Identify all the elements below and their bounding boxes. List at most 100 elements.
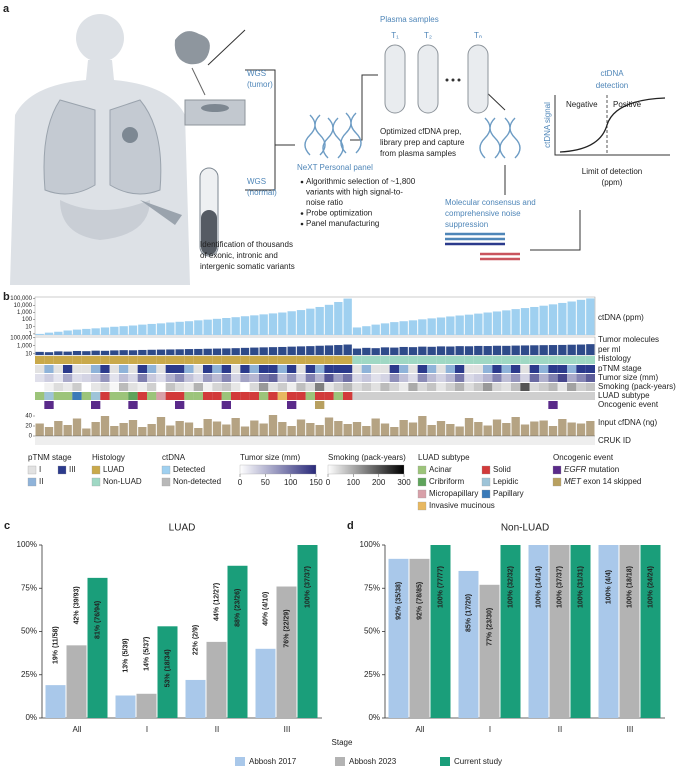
ctdna-bar [502, 310, 511, 335]
smoking-cell [203, 383, 213, 391]
ctdna-legend-swatch [161, 465, 171, 475]
ctdna-bar [63, 330, 72, 335]
oncogenic-cell [287, 401, 297, 409]
ctdna-bar [44, 332, 54, 335]
tumor_size-cell [445, 374, 455, 382]
stage-cell [91, 365, 101, 373]
input_cfdna-bar [558, 419, 567, 436]
tumor_molecules-bar [147, 349, 156, 355]
smoking-cell [324, 383, 334, 391]
smoking-cell [492, 383, 502, 391]
smoking-cell [576, 383, 586, 391]
legend-tick-label: 50 [261, 478, 270, 487]
stage-cell [557, 365, 567, 373]
histology-cell [557, 356, 567, 364]
bar [255, 648, 276, 718]
legend-swatch [235, 757, 245, 766]
tumor_molecules-bar [63, 351, 72, 355]
x-tick-label: III [627, 725, 634, 734]
panel-label: d [347, 520, 354, 532]
gene: MET [564, 477, 582, 486]
tumor_size-cell [380, 374, 390, 382]
histology-cell [175, 356, 185, 364]
tumor_size-cell [72, 374, 82, 382]
legend-label: Current study [454, 757, 502, 766]
bullet [300, 180, 304, 184]
histology-cell [44, 356, 54, 364]
stage-cell [137, 365, 147, 373]
tumor_molecules-bar [82, 351, 91, 355]
input_cfdna-bar [352, 422, 362, 436]
y-tick-label: 0% [368, 713, 380, 722]
y-tick-label: 25% [364, 670, 380, 679]
input_cfdna-bar [306, 423, 315, 436]
subtype-cell [81, 392, 91, 400]
y-tick-label: 0 [29, 434, 33, 440]
subtype-cell [184, 392, 194, 400]
subtype-cell [35, 392, 45, 400]
stage-cell [539, 365, 549, 373]
ctdna-bar [35, 333, 44, 335]
legend-tick-label: 0 [238, 478, 243, 487]
tumor_molecules-bar [492, 345, 502, 355]
oncogenic-cell [548, 401, 558, 409]
tumor_molecules-bar [44, 352, 54, 355]
subtype-legend-swatch [481, 477, 491, 487]
histology-cell [352, 356, 362, 364]
legend-title: LUAD subtype [418, 453, 470, 462]
tumor_size-cell [277, 374, 287, 382]
detection-title: detection [596, 81, 628, 90]
stage-cell [287, 365, 297, 373]
tumor_size-cell [371, 374, 381, 382]
histology-cell [165, 356, 175, 364]
ctdna-legend-swatch [161, 477, 171, 487]
stage-cell [585, 365, 595, 373]
y-tick-label: 100% [360, 540, 380, 549]
row-label: per ml [598, 345, 620, 354]
stage-cell [175, 365, 185, 373]
tumor_size-cell [511, 374, 521, 382]
y-tick-label: 25% [21, 670, 37, 679]
tumor_molecules-bar [91, 350, 100, 355]
input_cfdna-bar [91, 422, 100, 436]
smoking-cell [399, 383, 409, 391]
input_cfdna-bar [334, 421, 343, 436]
tumor_size-cell [100, 374, 110, 382]
smoking-cell [249, 383, 259, 391]
value-label: 100% (37/37) [304, 566, 311, 608]
tumor_molecules-bar [203, 348, 212, 355]
smoking-cell [53, 383, 63, 391]
tumor_size-cell [464, 374, 474, 382]
bar [206, 641, 227, 718]
input_cfdna-bar [464, 418, 474, 436]
row-label: Tumor molecules [598, 335, 659, 344]
bar [479, 584, 500, 718]
input_cfdna-bar [231, 418, 240, 436]
panel-step: Panel manufacturing [306, 219, 379, 228]
smoking-cell [72, 383, 82, 391]
ctdna-bar [576, 299, 586, 335]
legend-tick-label: 200 [372, 478, 386, 487]
smoking-cell [436, 383, 446, 391]
smoking-cell [548, 383, 558, 391]
histology-cell [100, 356, 110, 364]
tumor_size-cell [184, 374, 194, 382]
tumor_molecules-bar [72, 350, 82, 355]
input_cfdna-bar [586, 421, 595, 436]
stage-cell [109, 365, 119, 373]
subtype-cell [268, 392, 278, 400]
subtype-cell [100, 392, 110, 400]
input_cfdna-bar [156, 417, 166, 436]
tumor_molecules-bar [380, 347, 390, 355]
input_cfdna-bar [222, 424, 231, 436]
tumor_size-cell [109, 374, 119, 382]
input_cfdna-bar [576, 423, 586, 436]
ctdna-bar [250, 315, 259, 335]
panel-name: NeXT Personal panel [297, 163, 373, 172]
row-label: CRUK ID [598, 436, 631, 445]
smoking-cell [343, 383, 353, 391]
legend-tick-label: 300 [397, 478, 411, 487]
legend-tick-label: 100 [347, 478, 361, 487]
ctdna-bar [156, 323, 166, 335]
